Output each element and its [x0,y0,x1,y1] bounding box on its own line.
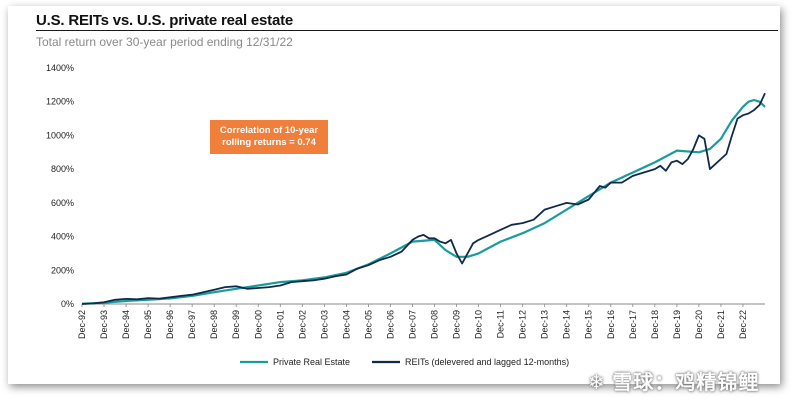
x-tick-label: Dec-09 [452,310,462,339]
private-real-estate-line [81,98,766,305]
x-tick-label: Dec-12 [518,310,528,339]
x-tick-label: Dec-02 [297,310,307,339]
x-tick-label: Dec-22 [738,310,748,339]
y-tick-label: 0% [61,299,74,309]
x-tick-label: Dec-14 [562,310,572,339]
x-tick-label: Dec-21 [716,310,726,339]
x-tick-label: Dec-01 [275,310,285,339]
correlation-annotation: Correlation of 10-year rolling returns =… [210,120,328,154]
x-tick-label: Dec-11 [496,310,506,338]
legend-label-private: Private Real Estate [273,357,350,367]
x-tick-label: Dec-99 [231,310,241,339]
x-tick-label: Dec-95 [143,310,153,339]
x-tick-label: Dec-16 [606,310,616,339]
y-tick-label: 400% [51,232,74,242]
x-tick-label: Dec-13 [540,310,550,339]
x-tick-label: Dec-18 [650,310,660,339]
x-tick-label: Dec-00 [253,310,263,339]
x-tick-label: Dec-08 [430,310,440,339]
legend-label-reits: REITs (delevered and lagged 12-months) [405,357,569,367]
x-tick-label: Dec-98 [209,310,219,339]
title-rule [36,30,778,31]
x-tick-label: Dec-92 [77,310,87,339]
x-tick-label: Dec-19 [672,310,682,339]
x-tick-label: Dec-04 [341,310,351,339]
y-tick-label: 1000% [46,130,74,140]
x-tick-label: Dec-10 [474,310,484,339]
x-tick-label: Dec-97 [187,310,197,339]
x-tick-label: Dec-05 [363,310,373,339]
chart-subtitle: Total return over 30-year period ending … [36,35,293,49]
y-tick-label: 800% [51,164,74,174]
x-tick-label: Dec-06 [385,310,395,339]
annotation-text: Correlation of 10-year rolling returns =… [219,125,319,148]
x-tick-label: Dec-20 [694,310,704,339]
x-tick-label: Dec-17 [628,310,638,339]
x-tick-label: Dec-15 [584,310,594,339]
x-tick-label: Dec-07 [407,310,417,339]
x-tick-label: Dec-96 [165,310,175,339]
y-tick-label: 600% [51,198,74,208]
chart-title: U.S. REITs vs. U.S. private real estate [36,12,294,29]
x-tick-label: Dec-03 [319,310,329,339]
y-tick-label: 200% [51,265,74,275]
watermark-logo: ❄ 雪球：鸡精锦鲤 [588,372,760,394]
reits-line [81,92,766,305]
x-tick-label: Dec-93 [99,310,109,339]
y-tick-label: 1200% [46,97,74,107]
x-tick-label: Dec-94 [121,310,131,339]
y-tick-label: 1400% [46,63,74,73]
chart-frame [8,6,780,384]
